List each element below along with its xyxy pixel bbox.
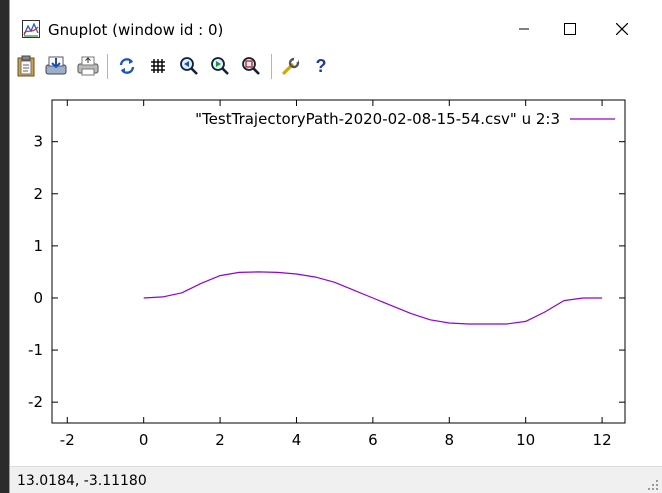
y-tick-label: 3 [33, 133, 43, 151]
previous-zoom-button[interactable] [177, 54, 201, 78]
gnuplot-app-icon [22, 20, 40, 38]
x-tick-label: 8 [445, 431, 455, 449]
grid-button[interactable] [146, 54, 170, 78]
status-bar: 13.0184, -3.11180 [10, 466, 662, 493]
x-tick-label: -2 [60, 431, 75, 449]
help-icon: ? [316, 56, 327, 76]
series-line [143, 271, 603, 325]
x-tick-label: 2 [215, 431, 225, 449]
toolbar-separator [271, 54, 272, 79]
replot-button[interactable] [115, 54, 139, 78]
resize-grip-icon[interactable] [647, 479, 659, 491]
y-tick-label: -2 [28, 393, 43, 411]
maximize-icon [564, 23, 576, 35]
x-tick-label: 10 [516, 431, 535, 449]
print-button[interactable] [44, 54, 68, 78]
zoom-autoscale-icon [242, 57, 260, 75]
x-tick-label: 4 [292, 431, 302, 449]
y-tick-label: 1 [33, 237, 43, 255]
window-title: Gnuplot (window id : 0) [48, 21, 224, 39]
minimize-button[interactable] [501, 8, 547, 50]
printer-icon [77, 56, 99, 76]
y-tick-label: -1 [28, 341, 43, 359]
y-tick-label: 2 [33, 185, 43, 203]
legend-label: "TestTrajectoryPath-2020-02-08-15-54.csv… [195, 110, 560, 128]
help-button[interactable]: ? [309, 54, 333, 78]
title-bar[interactable]: Gnuplot (window id : 0) [10, 0, 662, 56]
toolbar: ? [10, 50, 662, 84]
plot-frame [51, 99, 626, 424]
zoom-prev-icon [180, 57, 198, 75]
copy-clipboard-button[interactable] [14, 54, 38, 78]
autoscale-button[interactable] [239, 54, 263, 78]
x-tick-label: 12 [593, 431, 612, 449]
print-image-button[interactable] [76, 54, 100, 78]
refresh-icon [119, 58, 135, 74]
maximize-button[interactable] [547, 8, 593, 50]
gnuplot-window: Gnuplot (window id : 0) [9, 0, 662, 493]
y-tick-label: 0 [33, 289, 43, 307]
x-tick-label: 0 [139, 431, 149, 449]
toolbar-separator [107, 54, 108, 79]
x-tick-label: 6 [368, 431, 378, 449]
close-icon [616, 23, 628, 35]
svg-text:?: ? [316, 56, 327, 76]
next-zoom-button[interactable] [208, 54, 232, 78]
zoom-next-icon [211, 57, 229, 75]
minimize-icon [519, 28, 529, 30]
options-button[interactable] [279, 54, 303, 78]
close-button[interactable] [599, 8, 645, 50]
save-icon [45, 56, 67, 75]
grid-icon [151, 59, 165, 73]
plot-canvas[interactable]: -2 0 2 4 6 8 10 12 -2 -1 0 1 2 3 "TestTrajectoryPath-… [10, 84, 662, 466]
clipboard-icon [17, 55, 35, 77]
wrench-icon [282, 57, 300, 75]
mouse-coordinates: 13.0184, -3.11180 [17, 473, 147, 489]
